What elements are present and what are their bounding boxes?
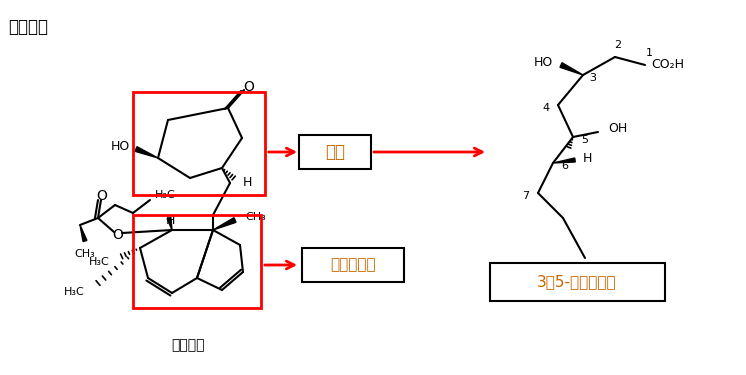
Text: 3，5-二羟基戊酸: 3，5-二羟基戊酸 <box>537 274 617 290</box>
Text: HO: HO <box>533 56 553 69</box>
Text: CH₃: CH₃ <box>75 249 95 259</box>
Polygon shape <box>560 63 583 75</box>
Polygon shape <box>135 147 158 158</box>
Text: H₃C: H₃C <box>64 287 85 297</box>
Text: H₃C: H₃C <box>155 190 176 200</box>
Bar <box>299 135 371 169</box>
Text: HO: HO <box>110 141 130 153</box>
Text: 内酯: 内酯 <box>325 143 345 161</box>
Text: O: O <box>243 80 254 94</box>
Polygon shape <box>167 217 172 230</box>
Text: CO₂H: CO₂H <box>651 57 684 70</box>
Text: 2: 2 <box>615 40 621 50</box>
Text: 5: 5 <box>581 135 589 145</box>
Text: 洛伐他汀: 洛伐他汀 <box>172 338 204 352</box>
Text: H: H <box>583 153 592 165</box>
Polygon shape <box>80 225 87 242</box>
Text: O: O <box>113 228 123 242</box>
Text: 洛伐他汀: 洛伐他汀 <box>8 18 48 36</box>
Polygon shape <box>553 158 575 163</box>
Text: H: H <box>243 177 252 189</box>
Text: H₃C: H₃C <box>90 257 110 267</box>
Text: O: O <box>96 189 107 203</box>
Text: 7: 7 <box>522 191 530 201</box>
Text: 6: 6 <box>562 161 568 171</box>
Bar <box>490 263 665 301</box>
Polygon shape <box>213 218 236 230</box>
Text: H: H <box>166 213 175 226</box>
Text: CH₃: CH₃ <box>245 212 266 222</box>
Text: 1: 1 <box>645 48 653 58</box>
Bar <box>302 248 404 282</box>
Text: 4: 4 <box>542 103 550 113</box>
Bar <box>133 92 265 195</box>
Bar <box>133 215 261 308</box>
Text: 十氢化萘环: 十氢化萘环 <box>330 258 376 273</box>
Text: OH: OH <box>608 123 627 135</box>
Text: 3: 3 <box>589 73 597 83</box>
